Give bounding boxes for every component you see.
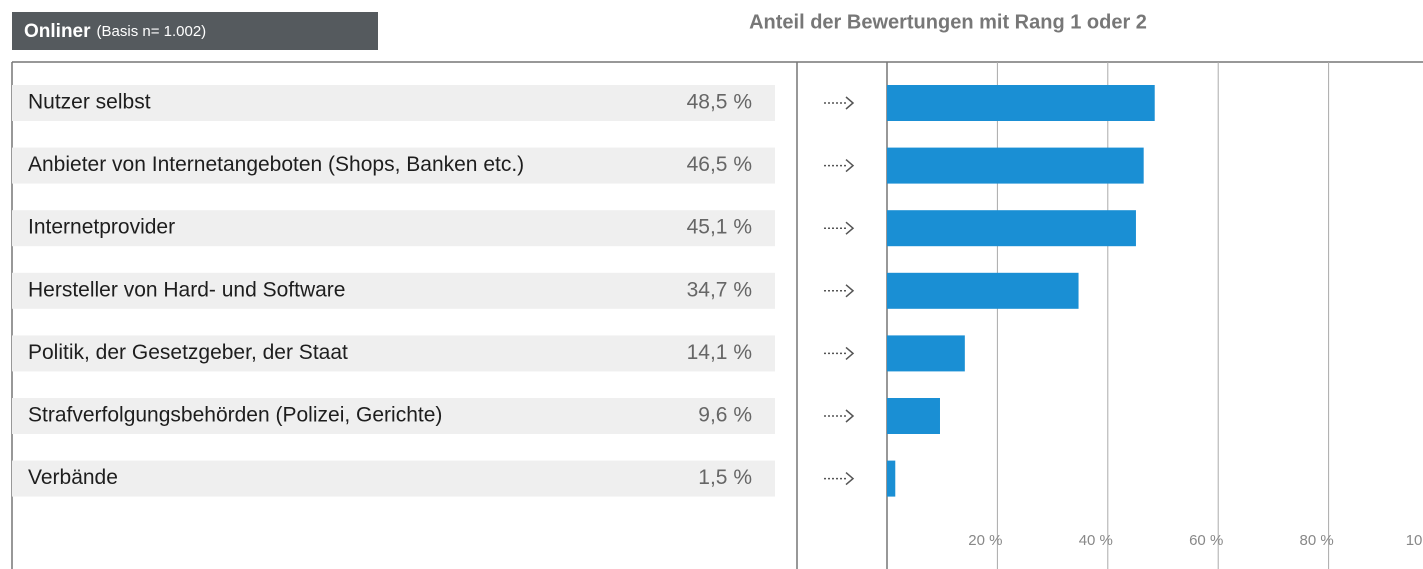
value-label: 9,6 % <box>698 404 752 427</box>
bar <box>887 398 940 434</box>
chart-title: Anteil der Bewertungen mit Rang 1 oder 2 <box>749 11 1147 33</box>
x-tick-label: 40 % <box>1079 532 1113 549</box>
value-label: 34,7 % <box>687 278 752 301</box>
row-stripe <box>12 210 775 247</box>
x-tick-label: 100 % <box>1406 532 1423 549</box>
arrow-head <box>845 346 855 360</box>
row-stripe <box>12 85 775 121</box>
value-label: 14,1 % <box>687 341 752 364</box>
bar <box>887 147 1144 184</box>
arrow-head <box>845 159 855 173</box>
category-label: Politik, der Gesetzgeber, der Staat <box>28 341 348 364</box>
value-label: 1,5 % <box>698 466 752 489</box>
arrow-head <box>845 409 855 423</box>
bar <box>887 85 1155 121</box>
arrow-head <box>845 284 855 298</box>
panel-note: (Basis n= 1.002) <box>97 23 207 40</box>
arrow-head <box>845 221 855 235</box>
row-stripe <box>12 272 775 309</box>
value-label: 48,5 % <box>687 91 752 114</box>
panel-label-text: Onliner <box>24 21 91 42</box>
x-tick-label: 80 % <box>1299 532 1333 549</box>
category-label: Nutzer selbst <box>28 91 151 114</box>
value-label: 45,1 % <box>687 216 752 239</box>
category-label: Strafverfolgungsbehörden (Polizei, Geric… <box>28 404 442 427</box>
bar <box>887 335 965 372</box>
bar <box>887 460 896 497</box>
bar <box>887 210 1136 247</box>
row-stripe <box>12 147 775 184</box>
arrow-head <box>845 472 855 486</box>
value-label: 46,5 % <box>687 153 752 176</box>
category-label: Verbände <box>28 466 118 489</box>
category-label: Hersteller von Hard- und Software <box>28 278 345 301</box>
arrow-head <box>845 96 855 110</box>
category-label: Internetprovider <box>28 216 175 239</box>
x-tick-label: 20 % <box>968 532 1002 549</box>
category-label: Anbieter von Internetangeboten (Shops, B… <box>28 153 524 176</box>
bar <box>887 272 1079 309</box>
panel-header <box>12 12 378 50</box>
panel-label: Onliner (Basis n= 1.002) <box>24 21 206 42</box>
row-stripe <box>12 460 775 497</box>
row-stripe <box>12 398 775 434</box>
x-tick-label: 60 % <box>1189 532 1223 549</box>
row-stripe <box>12 335 775 372</box>
